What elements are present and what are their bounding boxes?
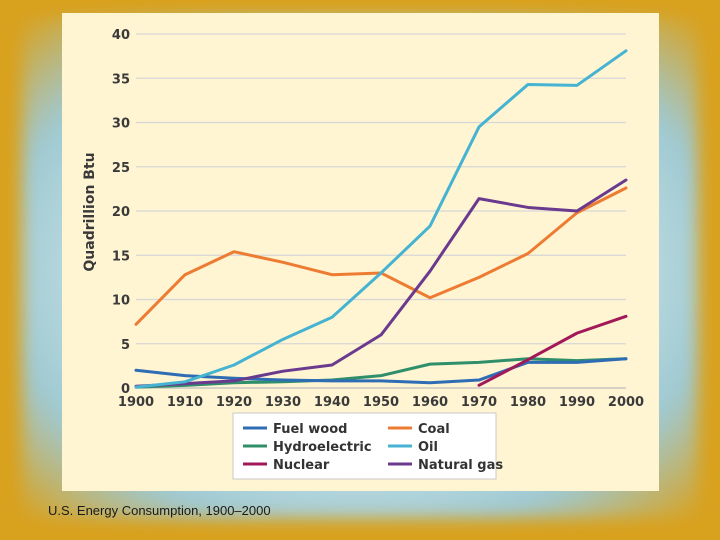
legend-label: Nuclear — [273, 458, 330, 473]
x-tick-label: 1970 — [461, 395, 497, 410]
series-line-fuel-wood — [134, 357, 628, 385]
legend-label: Fuel wood — [273, 422, 347, 437]
chart-panel — [62, 13, 659, 491]
legend-label: Oil — [418, 440, 438, 455]
legend-box — [232, 412, 497, 480]
series-line-oil — [134, 49, 628, 389]
y-tick-label: 0 — [121, 382, 130, 397]
x-tick-label: 1990 — [559, 395, 595, 410]
y-tick-label: 35 — [112, 72, 130, 87]
y-tick-label: 20 — [112, 205, 130, 220]
x-tick-label: 2000 — [608, 395, 644, 410]
x-tick-label: 1900 — [118, 395, 154, 410]
y-tick-label: 5 — [121, 338, 130, 353]
x-tick-label: 1910 — [167, 395, 203, 410]
y-tick-label: 25 — [112, 161, 130, 176]
series-line-hydroelectric — [134, 357, 628, 389]
x-tick-label: 1940 — [314, 395, 350, 410]
x-tick-label: 1920 — [216, 395, 252, 410]
series-line-nuclear — [477, 314, 628, 387]
legend-label: Natural gas — [418, 458, 503, 473]
x-tick-label: 1980 — [510, 395, 546, 410]
x-tick-label: 1950 — [363, 395, 399, 410]
slide-caption: U.S. Energy Consumption, 1900–2000 — [48, 503, 271, 518]
y-tick-label: 40 — [112, 28, 130, 43]
y-tick-label: 15 — [112, 249, 130, 264]
y-axis-label: Quadrillion Btu — [82, 152, 98, 271]
y-tick-label: 30 — [112, 117, 130, 132]
x-tick-label: 1960 — [412, 395, 448, 410]
legend-label: Coal — [418, 422, 450, 437]
legend-label: Hydroelectric — [273, 440, 372, 455]
series-line-natural-gas — [134, 178, 628, 388]
y-tick-label: 10 — [112, 294, 130, 309]
x-tick-label: 1930 — [265, 395, 301, 410]
